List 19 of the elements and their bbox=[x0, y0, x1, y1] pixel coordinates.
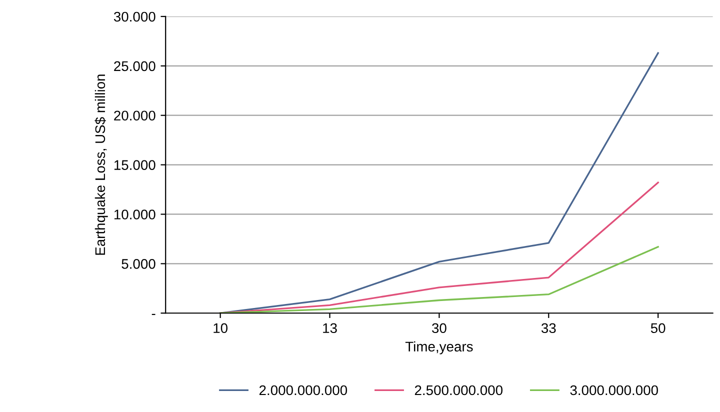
y-tick-label: 15.000 bbox=[114, 160, 156, 170]
y-tick-label: 30.000 bbox=[114, 12, 156, 22]
legend-label: 3.000.000.000 bbox=[570, 385, 658, 396]
y-tick-label: 20.000 bbox=[114, 110, 156, 121]
line-series bbox=[219, 246, 659, 314]
x-tick-label: 30 bbox=[432, 323, 446, 334]
y-tick-label: 10.000 bbox=[114, 210, 156, 220]
x-tick-label: 10 bbox=[214, 323, 228, 334]
y-tick-label: - bbox=[152, 314, 156, 316]
legend-label: 2.000.000.000 bbox=[259, 385, 348, 396]
y-axis-title: Earthquake Loss, US$ million bbox=[94, 74, 108, 255]
y-tick-label: 25.000 bbox=[114, 61, 156, 72]
x-tick-label: 33 bbox=[541, 323, 556, 334]
line-series bbox=[219, 182, 659, 314]
x-axis-title: Time,years bbox=[405, 341, 473, 354]
y-tick-label: 5.000 bbox=[122, 259, 156, 269]
x-tick-label: 50 bbox=[650, 323, 666, 334]
x-tick-label: 13 bbox=[323, 323, 337, 334]
legend-label: 2.500.000.000 bbox=[414, 385, 503, 396]
